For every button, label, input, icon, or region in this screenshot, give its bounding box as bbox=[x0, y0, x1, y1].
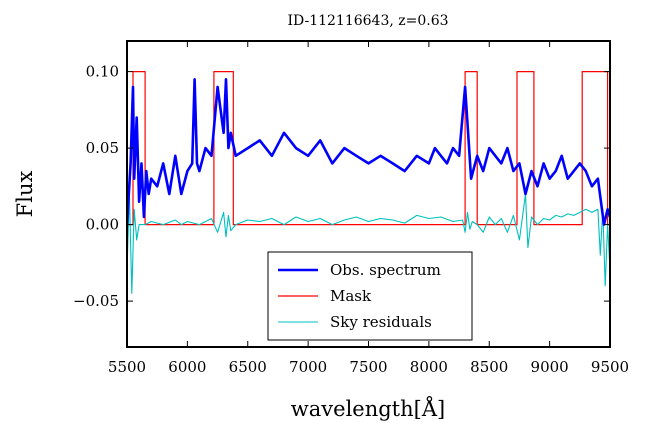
x-tick-label: 8500 bbox=[470, 358, 508, 376]
x-tick-label: 7000 bbox=[289, 358, 327, 376]
x-axis: 5500 6000 6500 7000 7500 8000 8500 9000 9500 bbox=[108, 41, 629, 376]
x-tick-label: 6500 bbox=[229, 358, 267, 376]
legend-label: Mask bbox=[330, 287, 372, 305]
x-tick-label: 5500 bbox=[108, 358, 146, 376]
y-axis-title: Flux bbox=[13, 171, 37, 218]
y-tick-label: 0.10 bbox=[86, 63, 119, 81]
x-tick-label: 7500 bbox=[349, 358, 387, 376]
y-tick-label: 0.00 bbox=[86, 216, 119, 234]
x-tick-label: 8000 bbox=[410, 358, 448, 376]
chart-title: ID-112116643, z=0.63 bbox=[287, 13, 448, 29]
legend-label: Obs. spectrum bbox=[330, 261, 441, 279]
series-mask bbox=[127, 70, 610, 226]
y-axis: −0.05 0.00 0.05 0.10 bbox=[73, 63, 610, 310]
series-obs-spectrum bbox=[127, 78, 610, 226]
legend: Obs. spectrum Mask Sky residuals bbox=[267, 251, 473, 341]
plot-area bbox=[127, 70, 610, 294]
x-tick-label: 9500 bbox=[591, 358, 629, 376]
legend-label: Sky residuals bbox=[330, 313, 432, 331]
x-axis-title: wavelength[Å] bbox=[291, 396, 445, 421]
y-tick-label: −0.05 bbox=[73, 292, 119, 310]
x-tick-label: 6000 bbox=[168, 358, 206, 376]
x-tick-label: 9000 bbox=[531, 358, 569, 376]
series-sky-residuals bbox=[127, 193, 610, 294]
y-tick-label: 0.05 bbox=[86, 139, 119, 157]
